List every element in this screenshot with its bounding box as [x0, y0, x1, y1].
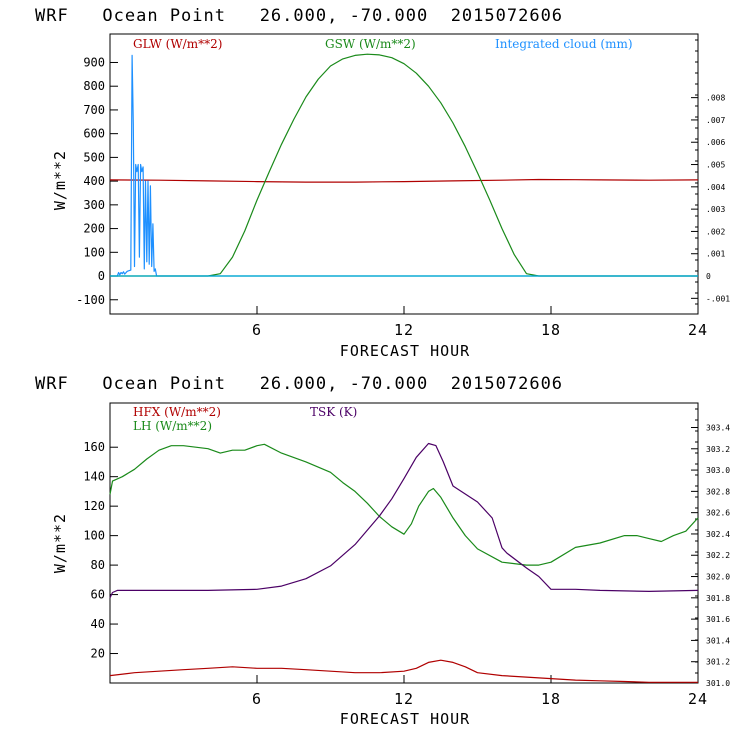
panel1-series [109, 53, 699, 277]
panel2-xtick-label: 24 [688, 690, 708, 708]
panel2-rtick-label: 301.0 [706, 679, 730, 688]
panel2-rtick-label: 302.0 [706, 573, 730, 582]
panel1-legend-glw: GLW (W/m**2) [133, 37, 222, 51]
panel2-x-axis: 6 12 18 24 [252, 675, 708, 708]
panel1-rtick-label: .008 [706, 94, 725, 103]
panel2-rtick-label: 301.4 [706, 636, 730, 645]
panel1-x-axis: 6 12 18 24 [252, 306, 708, 339]
panel2-title: WRF Ocean Point 26.000, -70.000 20150726… [35, 374, 563, 394]
panel2-rtick-label: 302.2 [706, 551, 730, 560]
panel2-rtick-label: 303.2 [706, 445, 730, 454]
panel2-rtick-label: 301.2 [706, 658, 730, 667]
panel1-ytick-label: 800 [83, 79, 105, 93]
panel2-series [109, 442, 699, 683]
panel1-rtick-label: .007 [706, 116, 725, 125]
panel1-ytick-label: 200 [83, 222, 105, 236]
panel2-ytick-label: 60 [91, 588, 105, 602]
surface-flux-panel: WRF Ocean Point 26.000, -70.000 20150726… [35, 374, 730, 728]
panel2-ytick-label: 120 [83, 499, 105, 513]
panel1-rtick-label: .002 [706, 227, 725, 236]
panel1-x-axis-label: FORECAST HOUR [340, 342, 470, 360]
panel2-xtick-label: 18 [541, 690, 561, 708]
panel1-legend-gsw: GSW (W/m**2) [325, 37, 416, 51]
panel1-rtick-label: .006 [706, 138, 725, 147]
panel1-rtick-label: .004 [706, 183, 725, 192]
panel2-y-axis-label: W/m**2 [51, 513, 69, 573]
radiation-panel: WRF Ocean Point 26.000, -70.000 20150726… [35, 6, 730, 360]
panel1-ytick-label: 600 [83, 127, 105, 141]
panel2-rtick-label: 302.4 [706, 530, 730, 539]
panel1-legend-cloud: Integrated cloud (mm) [495, 37, 633, 51]
panel2-ytick-label: 40 [91, 617, 105, 631]
panel1-ytick-label: 500 [83, 150, 105, 164]
panel1-ytick-label: 900 [83, 55, 105, 69]
panel2-rtick-label: 301.6 [706, 615, 730, 624]
panel2-left-axis: 20 40 60 80 100 120 140 160 [83, 440, 118, 661]
panel1-title: WRF Ocean Point 26.000, -70.000 20150726… [35, 6, 563, 26]
panel1-xtick-label: 18 [541, 321, 561, 339]
panel1-ytick-label: -100 [76, 293, 105, 307]
panel1-rtick-label: .003 [706, 205, 725, 214]
panel2-rtick-label: 303.0 [706, 466, 730, 475]
panel1-ytick-label: 700 [83, 103, 105, 117]
panel2-legend-tsk: TSK (K) [310, 405, 357, 419]
panel2-ytick-label: 160 [83, 440, 105, 454]
panel2-line-tsk-k [109, 442, 699, 599]
panel1-line-glw-w-m [109, 178, 699, 183]
panel1-right-axis: -.001 0 .001 .002 .003 .004 .005 .006 .007 .008 [691, 39, 730, 305]
panel1-ytick-label: 100 [83, 245, 105, 259]
panel2-ytick-label: 140 [83, 470, 105, 484]
panel1-line-integrated-cloud-mm [110, 54, 698, 277]
panel2-ytick-label: 80 [91, 558, 105, 572]
panel2-rtick-label: 303.4 [706, 423, 730, 432]
panel1-xtick-label: 24 [688, 321, 708, 339]
panel2-ytick-label: 100 [83, 529, 105, 543]
panel1-ytick-label: 400 [83, 174, 105, 188]
panel2-line-lh-w-m [109, 443, 699, 566]
panel2-rtick-label: 302.6 [706, 509, 730, 518]
panel1-ytick-label: 0 [98, 269, 105, 283]
panel1-left-axis: -100 0 100 200 300 400 500 600 700 800 900 [76, 55, 118, 307]
panel2-right-axis: 301.0 301.2 301.4 301.6 301.8 302.0 302.2 302.4… [691, 408, 730, 688]
panel2-rtick-label: 301.8 [706, 594, 730, 603]
panel1-rtick-label: .001 [706, 250, 725, 259]
panel1-rtick-label: .005 [706, 161, 725, 170]
panel2-xtick-label: 6 [252, 690, 262, 708]
panel2-ytick-label: 20 [91, 647, 105, 661]
panel2-legend-hfx: HFX (W/m**2) [133, 405, 221, 419]
panel1-y-axis-label: W/m**2 [51, 150, 69, 210]
panel1-xtick-label: 6 [252, 321, 262, 339]
panel2-x-axis-label: FORECAST HOUR [340, 710, 470, 728]
panel1-ytick-label: 300 [83, 198, 105, 212]
panel2-rtick-label: 302.8 [706, 487, 730, 496]
panel1-rtick-label: 0 [706, 272, 711, 281]
panel1-xtick-label: 12 [394, 321, 414, 339]
panel2-line-hfx-w-m [109, 659, 698, 683]
panel1-line-gsw-w-m [110, 53, 698, 277]
panel2-xtick-label: 12 [394, 690, 414, 708]
panel1-rtick-label: -.001 [706, 294, 730, 303]
panel2-legend-lh: LH (W/m**2) [133, 419, 212, 433]
